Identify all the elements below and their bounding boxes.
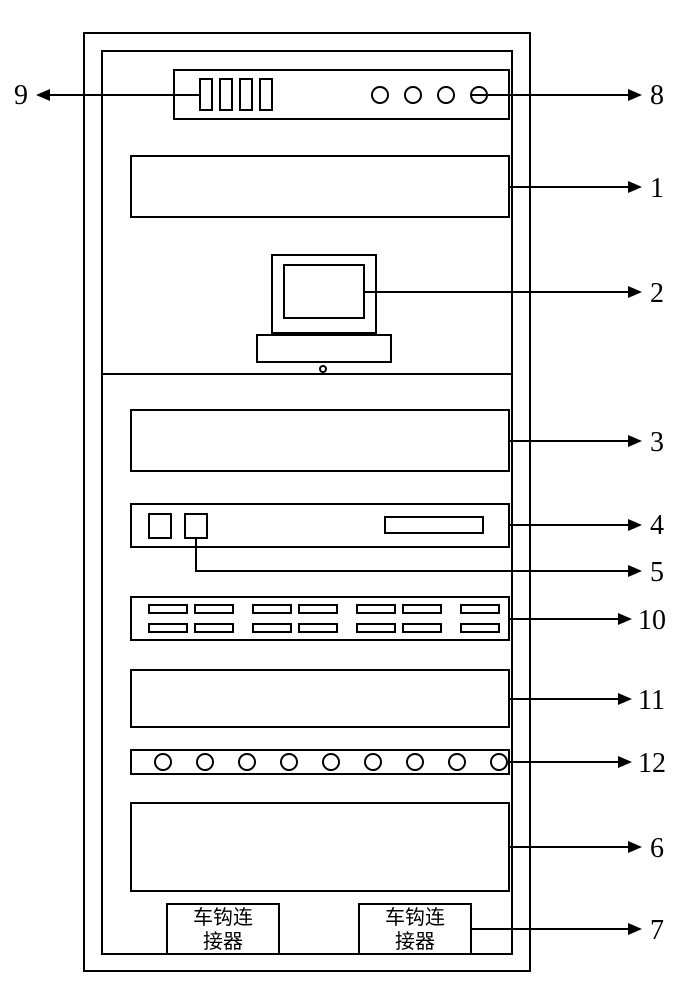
p12-c7	[406, 753, 424, 771]
label-4: 4	[650, 510, 664, 542]
label-11: 11	[638, 685, 665, 717]
top-led-2	[404, 86, 422, 104]
laptop-dot	[319, 365, 327, 373]
panel-6	[130, 802, 510, 892]
arrow-5	[375, 561, 642, 581]
panel-4-sq1	[148, 513, 172, 539]
p12-c6	[364, 753, 382, 771]
label-8: 8	[650, 80, 664, 112]
p12-c5	[322, 753, 340, 771]
label-1: 1	[650, 173, 664, 205]
panel-4-slot	[384, 516, 484, 534]
label-10: 10	[638, 605, 666, 637]
laptop-base	[256, 334, 392, 363]
p12-c1	[154, 753, 172, 771]
arrow-6	[510, 837, 642, 857]
shelf-line	[101, 373, 513, 375]
p10-r2-g4-a	[460, 623, 500, 633]
arrow-1	[510, 177, 642, 197]
p10-r1-g3-b	[402, 604, 442, 614]
diagram-canvas: 车钩连接器 车钩连接器 9 8 1 2 3 4 5 10	[0, 0, 691, 1000]
lead-5-horz	[195, 570, 375, 572]
lead-5-vert	[195, 539, 197, 571]
arrow-11	[510, 689, 632, 709]
p10-r2-g3-b	[402, 623, 442, 633]
arrow-4	[510, 515, 642, 535]
top-led-1	[371, 86, 389, 104]
panel-1	[130, 155, 510, 218]
arrow-9	[36, 85, 199, 105]
label-5: 5	[650, 557, 664, 589]
p10-r2-g3-a	[356, 623, 396, 633]
top-slot-4	[259, 78, 273, 111]
top-slot-3	[239, 78, 253, 111]
top-slot-2	[219, 78, 233, 111]
label-9: 9	[14, 80, 28, 112]
panel-3	[130, 409, 510, 472]
arrow-7	[472, 919, 642, 939]
p12-c9	[490, 753, 508, 771]
arrow-2	[365, 282, 642, 302]
arrow-8	[472, 85, 642, 105]
arrow-3	[510, 431, 642, 451]
label-3: 3	[650, 427, 664, 459]
laptop-screen-inner	[283, 264, 365, 319]
arrow-12	[510, 752, 632, 772]
label-2: 2	[650, 278, 664, 310]
p10-r2-g1-b	[194, 623, 234, 633]
panel-10	[130, 596, 510, 641]
connector-right-label: 车钩连接器	[358, 906, 472, 954]
p12-c8	[448, 753, 466, 771]
p12-c2	[196, 753, 214, 771]
panel-4-sq2	[184, 513, 208, 539]
p10-r1-g4-a	[460, 604, 500, 614]
p10-r2-g2-b	[298, 623, 338, 633]
p10-r1-g2-a	[252, 604, 292, 614]
p10-r1-g2-b	[298, 604, 338, 614]
arrow-10	[510, 609, 632, 629]
p10-r2-g2-a	[252, 623, 292, 633]
connector-left-label: 车钩连接器	[166, 906, 280, 954]
label-7: 7	[650, 915, 664, 947]
panel-11	[130, 669, 510, 728]
p10-r2-g1-a	[148, 623, 188, 633]
p10-r1-g3-a	[356, 604, 396, 614]
top-slot-1	[199, 78, 213, 111]
top-led-3	[437, 86, 455, 104]
p10-r1-g1-b	[194, 604, 234, 614]
label-12: 12	[638, 748, 666, 780]
p10-r1-g1-a	[148, 604, 188, 614]
label-6: 6	[650, 833, 664, 865]
p12-c4	[280, 753, 298, 771]
p12-c3	[238, 753, 256, 771]
